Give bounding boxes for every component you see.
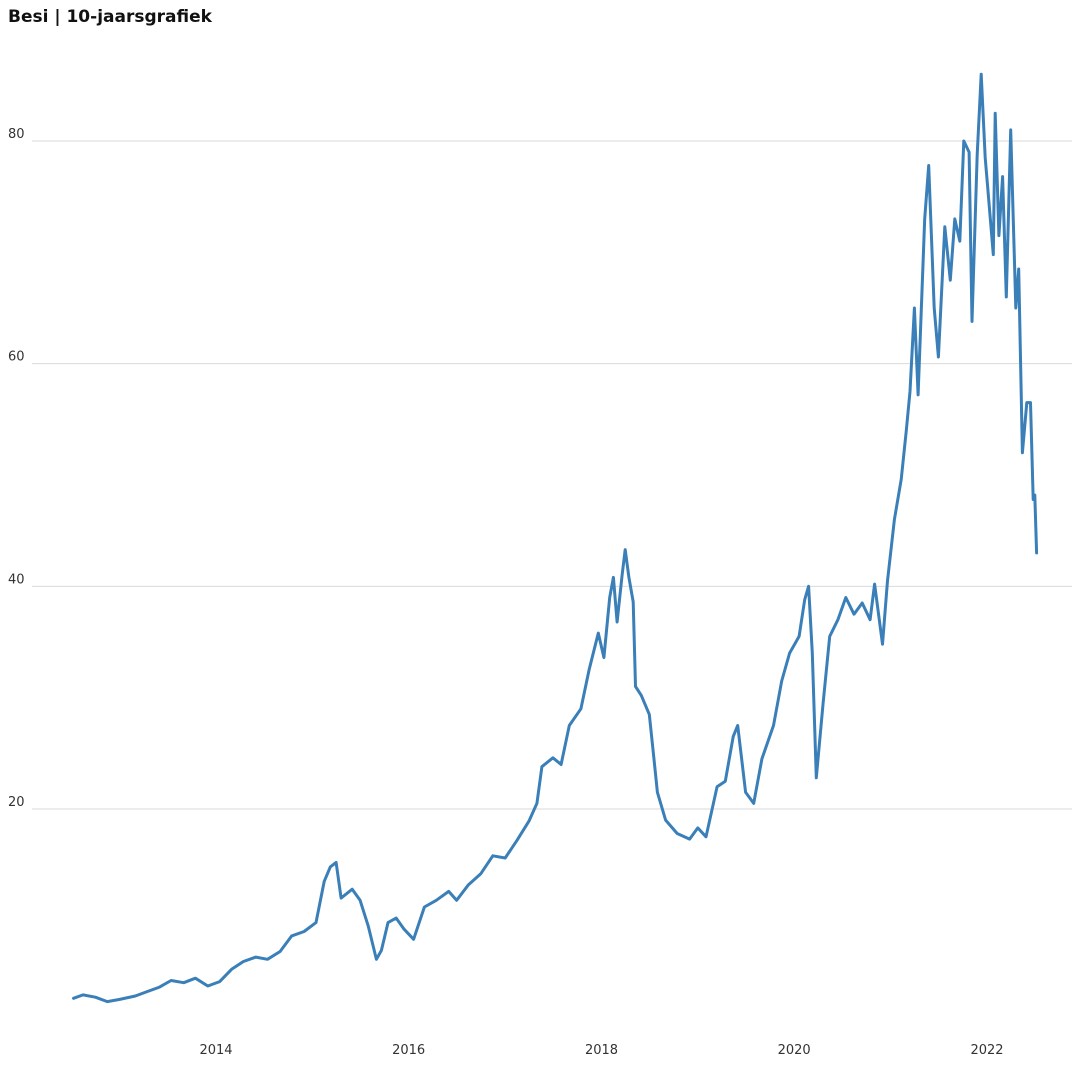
y-tick-label: 80: [8, 127, 25, 142]
x-tick-label: 2020: [778, 1043, 811, 1058]
x-tick-label: 2018: [585, 1043, 618, 1058]
y-tick-label: 60: [8, 350, 25, 365]
y-tick-label: 40: [8, 572, 25, 587]
chart-title: Besi | 10-jaarsgrafiek: [8, 7, 212, 27]
y-tick-label: 20: [8, 795, 25, 810]
x-tick-label: 2022: [970, 1043, 1003, 1058]
x-tick-label: 2014: [199, 1043, 232, 1058]
x-tick-label: 2016: [392, 1043, 425, 1058]
series-line-0: [72, 72, 1039, 1004]
